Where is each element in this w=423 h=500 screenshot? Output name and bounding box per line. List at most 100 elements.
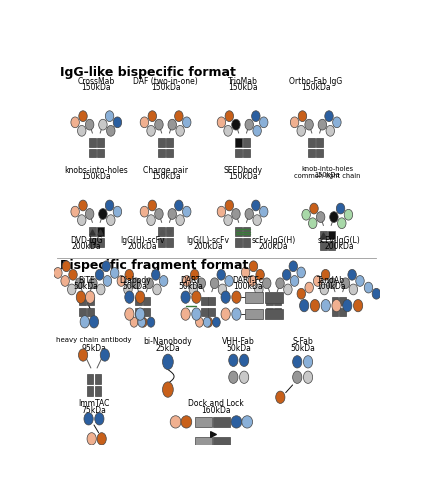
Ellipse shape (153, 284, 161, 295)
Ellipse shape (259, 206, 268, 217)
Ellipse shape (343, 300, 352, 312)
Bar (201, 297, 208, 305)
Text: Ortho-Fab IgG: Ortho-Fab IgG (289, 77, 342, 86)
Ellipse shape (293, 371, 302, 384)
Ellipse shape (293, 356, 302, 368)
Text: TandAb: TandAb (317, 276, 345, 284)
Bar (79, 297, 86, 305)
Text: BiTE: BiTE (78, 276, 95, 284)
Ellipse shape (181, 308, 190, 320)
Ellipse shape (310, 300, 320, 312)
Bar (97, 149, 104, 158)
Bar (320, 230, 327, 239)
Ellipse shape (252, 111, 260, 122)
Ellipse shape (256, 270, 264, 280)
Text: S-Fab: S-Fab (292, 337, 313, 346)
Ellipse shape (217, 270, 225, 280)
Ellipse shape (102, 261, 110, 272)
Ellipse shape (77, 126, 86, 136)
Ellipse shape (305, 282, 313, 293)
Text: 150kDa: 150kDa (151, 83, 180, 92)
Bar (201, 308, 208, 316)
Ellipse shape (218, 284, 227, 295)
Ellipse shape (138, 317, 146, 327)
Bar (195, 449, 212, 459)
Ellipse shape (231, 416, 242, 428)
Ellipse shape (224, 126, 232, 136)
Ellipse shape (303, 371, 313, 384)
Ellipse shape (239, 354, 249, 366)
Text: DART: DART (181, 276, 201, 284)
Bar (332, 308, 338, 316)
Ellipse shape (221, 291, 230, 304)
Point (89, 228, 96, 235)
Ellipse shape (330, 212, 338, 222)
Bar (274, 308, 281, 316)
Text: 50kDa: 50kDa (290, 344, 315, 353)
Text: 150kDa: 150kDa (314, 172, 340, 178)
Ellipse shape (105, 111, 114, 122)
Text: 200kDa: 200kDa (324, 242, 354, 250)
Ellipse shape (239, 371, 249, 384)
Ellipse shape (203, 317, 211, 327)
Ellipse shape (105, 200, 114, 211)
Ellipse shape (107, 214, 115, 226)
Ellipse shape (205, 317, 212, 327)
Ellipse shape (95, 270, 104, 280)
Ellipse shape (248, 276, 256, 286)
Bar (95, 386, 101, 396)
Ellipse shape (276, 278, 284, 288)
Bar (243, 238, 250, 246)
Ellipse shape (217, 206, 225, 217)
Ellipse shape (97, 432, 106, 445)
Ellipse shape (85, 208, 94, 220)
Ellipse shape (318, 120, 327, 130)
Ellipse shape (290, 117, 299, 128)
Bar (89, 238, 96, 246)
Text: DVD-IgG: DVD-IgG (70, 236, 103, 244)
Ellipse shape (110, 268, 119, 278)
Bar (243, 138, 250, 146)
Ellipse shape (232, 308, 241, 320)
Ellipse shape (232, 208, 240, 220)
Ellipse shape (316, 212, 325, 222)
Ellipse shape (303, 356, 313, 368)
Ellipse shape (181, 416, 192, 428)
Ellipse shape (145, 278, 154, 288)
Text: 75kDa: 75kDa (82, 406, 107, 414)
Ellipse shape (183, 276, 191, 286)
Bar (89, 149, 96, 158)
Ellipse shape (182, 117, 191, 128)
Ellipse shape (297, 267, 305, 278)
Ellipse shape (99, 120, 107, 130)
Bar (266, 308, 273, 316)
Text: 150kDa: 150kDa (151, 172, 180, 182)
Ellipse shape (192, 291, 201, 304)
Point (166, 228, 173, 235)
Ellipse shape (321, 270, 330, 280)
Text: 150kDa: 150kDa (228, 172, 257, 182)
Bar (308, 149, 316, 158)
Ellipse shape (332, 300, 341, 312)
Ellipse shape (79, 111, 87, 122)
Ellipse shape (76, 291, 85, 304)
Bar (213, 417, 230, 427)
Ellipse shape (297, 126, 305, 136)
Ellipse shape (212, 317, 220, 327)
Bar (166, 149, 173, 158)
Text: 200kDa: 200kDa (193, 242, 223, 250)
Ellipse shape (210, 278, 219, 288)
Ellipse shape (229, 371, 238, 384)
Bar (97, 138, 104, 146)
Ellipse shape (232, 120, 240, 130)
Bar (97, 238, 104, 246)
Ellipse shape (225, 200, 233, 211)
Bar (245, 308, 264, 320)
Bar (320, 242, 327, 250)
Ellipse shape (341, 278, 350, 288)
Ellipse shape (232, 291, 241, 304)
Bar (235, 138, 242, 146)
Bar (328, 230, 335, 239)
Bar (208, 308, 215, 316)
Ellipse shape (125, 270, 133, 280)
